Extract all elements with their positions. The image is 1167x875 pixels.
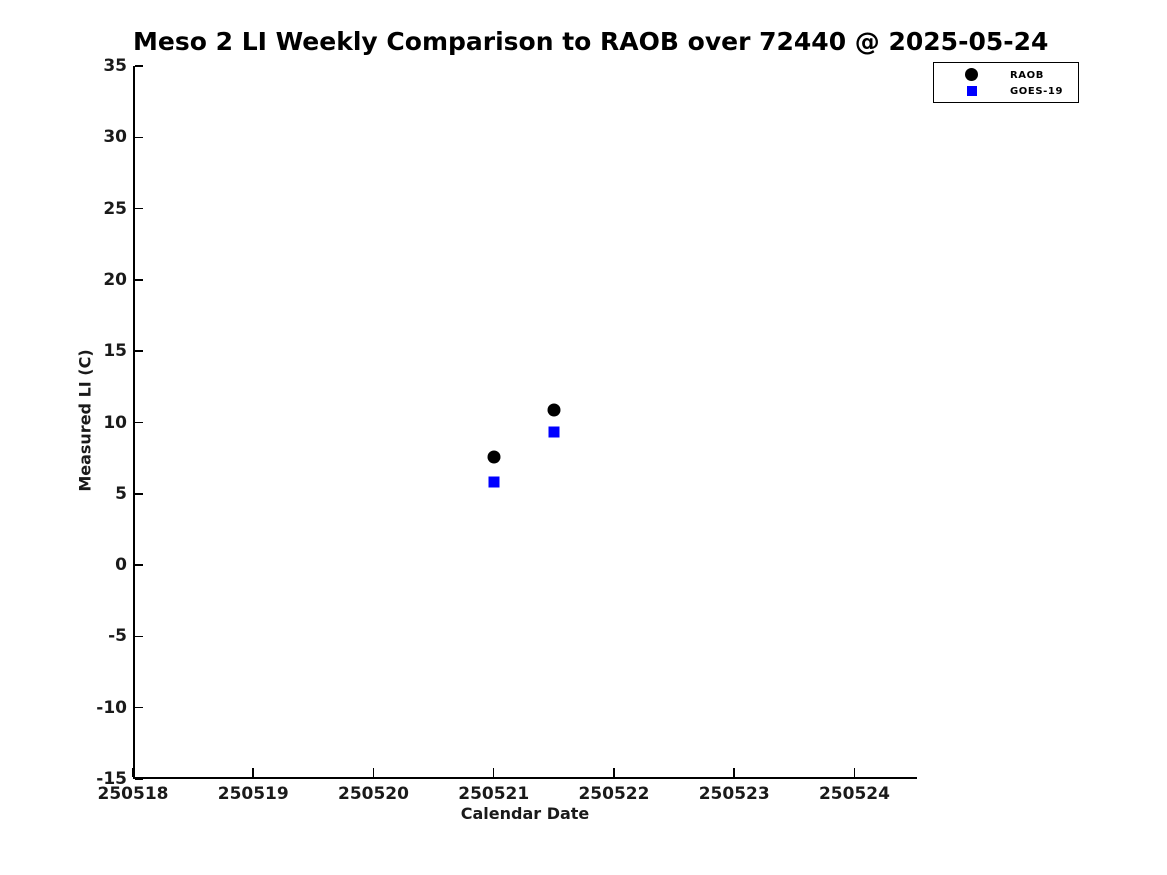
x-tick-label: 250524	[818, 784, 890, 804]
y-tick-label: -10	[96, 697, 127, 718]
goes19-legend-label: GOES-19	[1010, 86, 1064, 97]
x-tick-mark	[492, 768, 495, 777]
y-tick-mark	[135, 706, 143, 709]
x-tick-label: 250521	[458, 784, 530, 804]
x-tick-mark	[132, 768, 134, 777]
chart-title: Meso 2 LI Weekly Comparison to RAOB over…	[133, 27, 1049, 56]
y-tick-label: 20	[103, 269, 127, 290]
y-tick-label: 30	[103, 127, 127, 148]
plot-area	[133, 66, 917, 779]
raob-point	[547, 403, 561, 417]
legend: RAOB GOES-19	[933, 62, 1079, 103]
x-tick-label: 250519	[217, 784, 289, 804]
x-tick-mark	[853, 768, 856, 777]
y-tick-mark	[135, 279, 143, 281]
goes19-legend-marker-square-icon	[967, 86, 977, 96]
x-tick-label: 250518	[97, 784, 169, 804]
y-tick-mark	[135, 493, 143, 495]
x-tick-mark	[613, 768, 615, 777]
raob-legend-marker-circle-icon	[965, 68, 978, 81]
y-tick-label: -5	[108, 626, 127, 647]
x-tick-mark	[733, 768, 735, 777]
raob-point	[487, 450, 501, 464]
y-tick-mark	[135, 564, 143, 566]
x-tick-mark	[372, 768, 375, 777]
y-tick-label: 15	[103, 341, 127, 362]
x-tick-label: 250523	[698, 784, 770, 804]
y-tick-mark	[135, 207, 143, 210]
y-tick-label: 0	[115, 555, 127, 576]
x-tick-label: 250522	[578, 784, 650, 804]
y-tick-mark	[135, 350, 143, 352]
y-tick-label: 35	[103, 56, 127, 76]
y-tick-mark	[135, 65, 143, 67]
x-axis-label: Calendar Date	[460, 804, 590, 823]
y-tick-label: 25	[103, 198, 127, 219]
raob-legend-label: RAOB	[1010, 70, 1044, 81]
y-axis-label: Measured LI (C)	[75, 349, 95, 492]
x-tick-label: 250520	[337, 784, 409, 804]
goes19-point	[548, 426, 560, 438]
y-tick-label: 5	[115, 483, 127, 504]
y-tick-label: -15	[96, 769, 127, 789]
goes19-point	[488, 476, 500, 488]
x-tick-mark	[252, 768, 254, 777]
y-tick-mark	[135, 136, 143, 139]
y-tick-mark	[135, 421, 143, 424]
y-tick-label: 10	[103, 412, 127, 433]
y-tick-mark	[135, 778, 143, 780]
y-tick-mark	[135, 635, 143, 638]
